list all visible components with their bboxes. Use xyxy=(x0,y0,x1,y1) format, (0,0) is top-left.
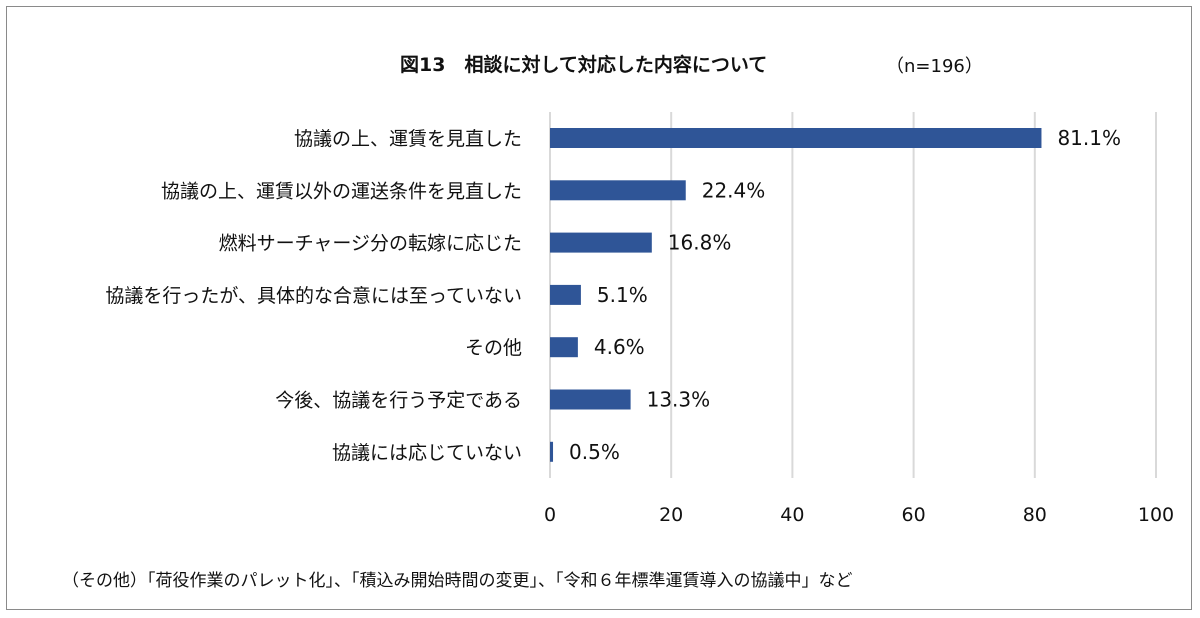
value-label: 13.3% xyxy=(647,388,711,412)
value-label: 5.1% xyxy=(597,283,648,307)
category-label: 協議の上、運賃以外の運送条件を見直した xyxy=(161,180,522,202)
x-tick-label: 80 xyxy=(1023,504,1047,526)
x-tick-label: 60 xyxy=(902,504,926,526)
x-tick-label: 40 xyxy=(780,504,804,526)
category-label: 協議を行ったが、具体的な合意には至っていない xyxy=(105,285,522,307)
category-label: 協議の上、運賃を見直した xyxy=(294,128,522,150)
x-tick-label: 20 xyxy=(659,504,683,526)
footnote: （その他）「荷役作業のパレット化」、「積込み開始時間の変更」、「令和６年標準運賃… xyxy=(62,571,853,591)
category-label: 今後、協議を行う予定である xyxy=(275,390,522,412)
bar xyxy=(550,232,652,253)
value-label: 16.8% xyxy=(668,231,732,255)
bar xyxy=(550,441,554,462)
bar xyxy=(550,128,1042,148)
x-tick-label: 0 xyxy=(544,504,556,526)
category-label: その他 xyxy=(465,337,522,359)
sample-size-label: （n=196） xyxy=(886,56,983,77)
bar xyxy=(550,389,631,410)
value-label: 4.6% xyxy=(594,335,645,359)
x-tick-label: 100 xyxy=(1138,504,1174,526)
value-label: 22.4% xyxy=(702,178,766,202)
bar xyxy=(550,337,578,358)
category-label: 協議には応じていない xyxy=(332,442,522,464)
chart-frame xyxy=(6,6,1192,610)
value-label: 81.1% xyxy=(1057,126,1121,150)
bar xyxy=(550,284,581,305)
title-row: 図13 相談に対して対応した内容について （n=196） xyxy=(0,50,1200,80)
chart-title: 図13 相談に対して対応した内容について xyxy=(400,54,768,76)
value-label: 0.5% xyxy=(569,440,620,464)
category-label: 燃料サーチャージ分の転嫁に応じた xyxy=(219,233,522,255)
bar xyxy=(550,180,686,201)
